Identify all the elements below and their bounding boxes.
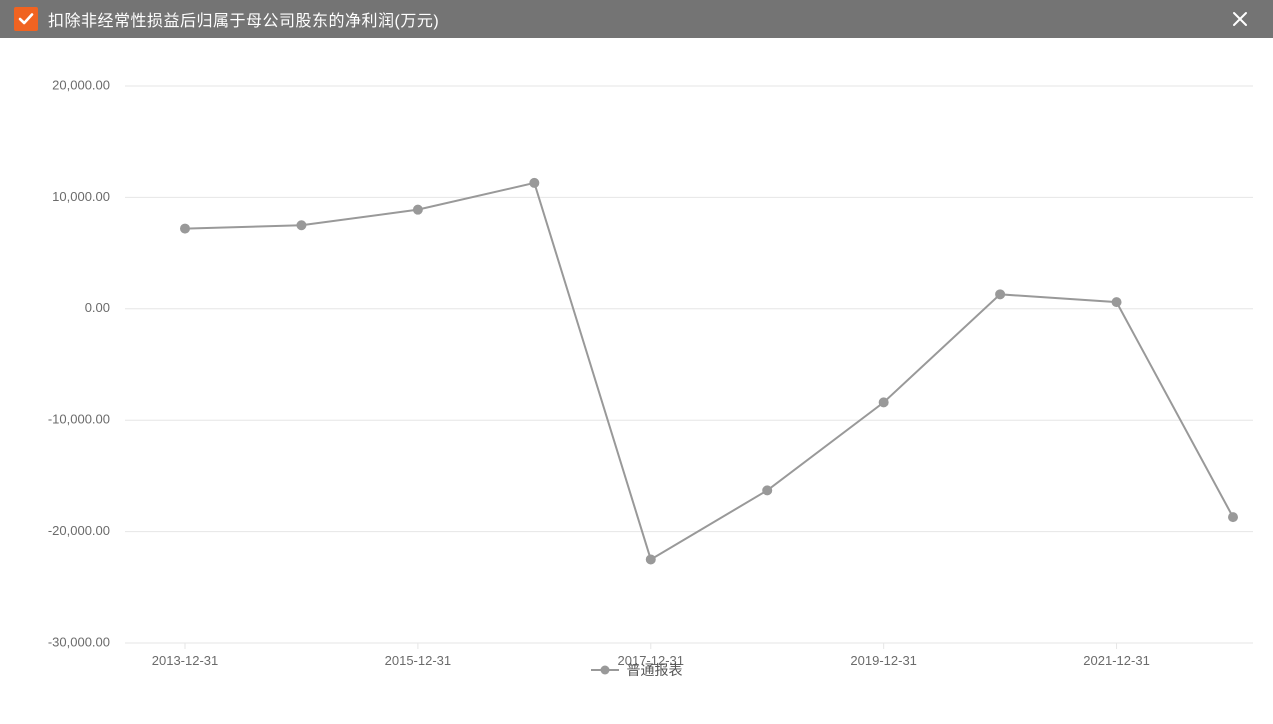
data-point[interactable]: [1229, 513, 1238, 522]
data-point[interactable]: [996, 290, 1005, 299]
data-point[interactable]: [1112, 298, 1121, 307]
data-point[interactable]: [763, 486, 772, 495]
legend-label: 普通报表: [627, 660, 683, 680]
close-icon: [1231, 10, 1249, 28]
checkbox-icon[interactable]: [14, 7, 38, 31]
data-point[interactable]: [646, 555, 655, 564]
chart-title: 扣除非经常性损益后归属于母公司股东的净利润(万元): [48, 7, 439, 31]
y-axis-label: -20,000.00: [48, 523, 110, 538]
y-axis-label: -10,000.00: [48, 412, 110, 427]
y-axis-label: 10,000.00: [52, 189, 110, 204]
data-point[interactable]: [181, 224, 190, 233]
data-point[interactable]: [413, 205, 422, 214]
close-button[interactable]: [1221, 0, 1259, 38]
line-chart-svg: 20,000.00 10,000.00 0.00 -10,000.00 -20,000.…: [0, 38, 1273, 698]
header-bar: 扣除非经常性损益后归属于母公司股东的净利润(万元): [0, 0, 1273, 38]
data-point[interactable]: [297, 221, 306, 230]
chart-area: 20,000.00 10,000.00 0.00 -10,000.00 -20,000.…: [0, 38, 1273, 698]
y-axis-label: 20,000.00: [52, 77, 110, 92]
legend-marker-icon: [591, 663, 619, 677]
series-line: [185, 183, 1233, 560]
y-axis-label: -30,000.00: [48, 634, 110, 649]
data-point[interactable]: [879, 398, 888, 407]
data-point[interactable]: [530, 178, 539, 187]
y-axis-label: 0.00: [85, 300, 110, 315]
chart-legend: 普通报表: [0, 660, 1273, 680]
